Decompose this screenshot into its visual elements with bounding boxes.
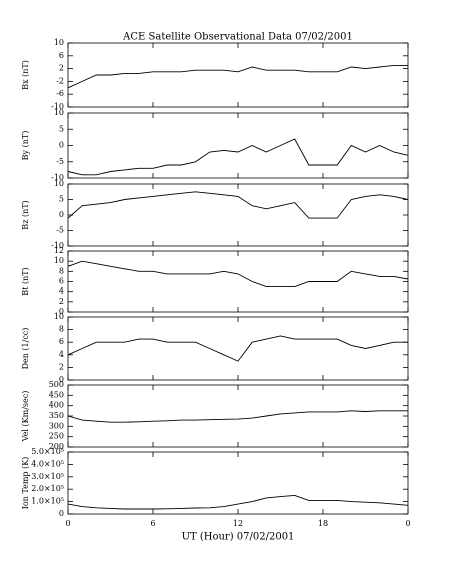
x-tick-label: 0 (405, 519, 410, 528)
y-axis-label: By (nT) (21, 131, 30, 161)
y-tick-label: 4.0×10⁵ (31, 459, 64, 468)
y-tick-label: 4 (59, 287, 64, 296)
y-axis-label: Bx (nT) (21, 60, 30, 90)
x-tick-label: 12 (233, 519, 243, 528)
x-tick-label: 6 (150, 519, 155, 528)
y-tick-label: 3.0×10⁵ (31, 472, 64, 481)
y-tick-label: 0 (59, 210, 64, 219)
y-tick-label: 12 (54, 246, 64, 255)
panel-frame (67, 112, 409, 179)
y-tick-label: 500 (49, 380, 64, 389)
y-tick-label: 2 (59, 297, 64, 306)
y-tick-label: 350 (49, 411, 64, 420)
y-tick-label: 10 (54, 179, 64, 188)
y-tick-label: 10 (54, 256, 64, 265)
y-tick-label: -10 (51, 173, 64, 182)
y-axis-label: Ion Temp (K) (21, 457, 30, 510)
y-tick-label: -5 (56, 157, 64, 166)
y-tick-label: 6 (59, 51, 64, 60)
y-tick-label: 300 (49, 421, 64, 430)
y-tick-label: 8 (59, 266, 64, 275)
y-tick-label: 400 (49, 401, 64, 410)
data-line (67, 335, 408, 362)
y-tick-label: 10 (54, 108, 64, 117)
y-tick-label: 450 (49, 390, 64, 399)
y-axis-label: Den (1/cc) (21, 328, 30, 370)
y-tick-label: -2 (56, 76, 64, 85)
y-tick-label: 0 (59, 375, 64, 384)
panel-frame (67, 183, 409, 247)
y-tick-label: -5 (56, 226, 64, 235)
x-tick-label: 18 (318, 519, 328, 528)
y-tick-label: 10 (54, 312, 64, 321)
y-tick-label: 0 (59, 509, 64, 518)
panel-frame (67, 384, 409, 448)
x-tick-label: 0 (65, 519, 70, 528)
y-tick-label: -10 (51, 102, 64, 111)
y-tick-label: 2 (59, 64, 64, 73)
x-axis-label: UT (Hour) 07/02/2001 (182, 532, 295, 543)
y-tick-label: 250 (49, 432, 64, 441)
y-axis-label: Bz (nT) (21, 200, 30, 229)
y-tick-label: 6 (59, 337, 64, 346)
y-tick-label: 2 (59, 362, 64, 371)
panel-frame (67, 42, 409, 108)
y-tick-label: 1.0×10⁵ (31, 497, 64, 506)
y-tick-label: 0 (59, 307, 64, 316)
y-axis-label: Vel (Km/sec) (21, 391, 30, 443)
y-tick-label: 5 (59, 195, 64, 204)
y-tick-label: 10 (54, 38, 64, 47)
data-line (67, 191, 409, 219)
y-tick-label: 4 (59, 350, 64, 359)
y-tick-label: 5.0×10⁵ (31, 447, 64, 456)
panel-frame (67, 451, 409, 515)
data-line (67, 64, 408, 89)
panel-frame (67, 316, 409, 381)
data-line (67, 138, 409, 176)
y-axis-label: Bt (nT) (21, 267, 30, 295)
y-tick-label: -10 (51, 241, 64, 250)
y-tick-label: 8 (59, 325, 64, 334)
data-line (67, 410, 408, 423)
data-line (67, 260, 409, 288)
y-tick-label: 0 (59, 141, 64, 150)
panel-frame (67, 250, 409, 313)
y-tick-label: -6 (56, 89, 64, 98)
y-tick-label: 6 (59, 277, 64, 286)
y-tick-label: 5 (59, 124, 64, 133)
data-line (67, 494, 409, 510)
y-tick-label: 200 (49, 442, 64, 451)
chart-title: ACE Satellite Observational Data 07/02/2… (122, 32, 353, 43)
y-tick-label: 2.0×10⁵ (31, 484, 64, 493)
